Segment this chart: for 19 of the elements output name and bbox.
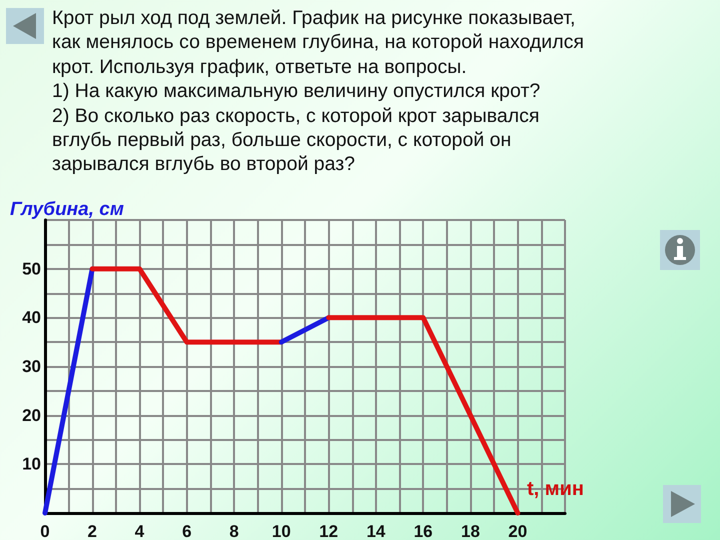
- chart-title: Крот рыл ход под землей. График на рисунке показывает, как менялось со временем глубина, на которой находился крот. Используя график, ответьте на вопросы. 1) На какую максимальную величину опустился крот? 2) Во сколько раз скорость, с которой крот зарывался вглубь первый раз, больше скорости, с которой он зарывался вглубь во второй раз?: [52, 6, 585, 177]
- y-tick-label: 40: [22, 308, 41, 328]
- x-tick-label: 8: [229, 522, 239, 540]
- y-tick-label: 20: [22, 406, 41, 425]
- x-tick-label: 0: [40, 522, 50, 540]
- x-tick-label: 20: [508, 522, 528, 540]
- x-tick-label: 14: [366, 522, 386, 540]
- y-tick-label: 50: [22, 259, 41, 278]
- x-tick-label: 18: [460, 522, 480, 540]
- x-tick-label: 10: [272, 522, 291, 540]
- x-tick-label: 6: [182, 522, 192, 540]
- x-tick-label: 4: [134, 522, 145, 540]
- x-axis-title: t, мин: [527, 478, 584, 501]
- x-tick-label: 16: [414, 522, 433, 540]
- x-tick-label: 12: [319, 522, 338, 540]
- y-axis-title: Глубина, см: [10, 199, 124, 221]
- x-tick-label: 2: [88, 522, 98, 540]
- y-tick-label: 30: [22, 357, 41, 376]
- y-tick-label: 10: [22, 454, 41, 474]
